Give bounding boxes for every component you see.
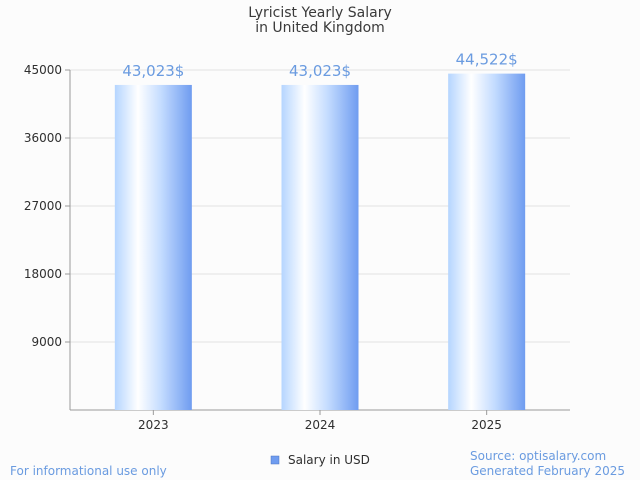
y-tick-label: 9000 <box>31 335 62 349</box>
legend-label: Salary in USD <box>288 453 370 467</box>
data-labels: 43,023$ 43,023$ 44,522$ <box>122 51 517 80</box>
footer-source: Source: optisalary.com <box>470 449 606 463</box>
footer-disclaimer: For informational use only <box>10 464 167 478</box>
bars <box>114 73 526 411</box>
data-label-2024: 43,023$ <box>289 62 351 80</box>
y-tick-label: 45000 <box>24 63 62 77</box>
legend-swatch <box>270 455 280 465</box>
x-axis-ticks: 2023 2024 2025 <box>138 410 502 432</box>
x-tick-label-2023: 2023 <box>138 418 169 432</box>
y-tick-label: 18000 <box>24 267 62 281</box>
footer-generated: Generated February 2025 <box>470 464 625 478</box>
x-tick-label-2025: 2025 <box>471 418 502 432</box>
legend: Salary in USD <box>270 453 370 467</box>
chart-title: Lyricist Yearly Salary <box>248 5 392 21</box>
y-axis-ticks: 45000 36000 27000 18000 9000 <box>24 63 70 349</box>
y-tick-label: 27000 <box>24 199 62 213</box>
data-label-2023: 43,023$ <box>122 62 184 80</box>
chart-subtitle: in United Kingdom <box>255 20 385 36</box>
bar-2024 <box>281 84 359 411</box>
y-tick-label: 36000 <box>24 131 62 145</box>
x-tick-label-2024: 2024 <box>305 418 336 432</box>
data-label-2025: 44,522$ <box>456 51 518 69</box>
bar-2025 <box>448 73 526 410</box>
bar-2023 <box>114 84 192 411</box>
